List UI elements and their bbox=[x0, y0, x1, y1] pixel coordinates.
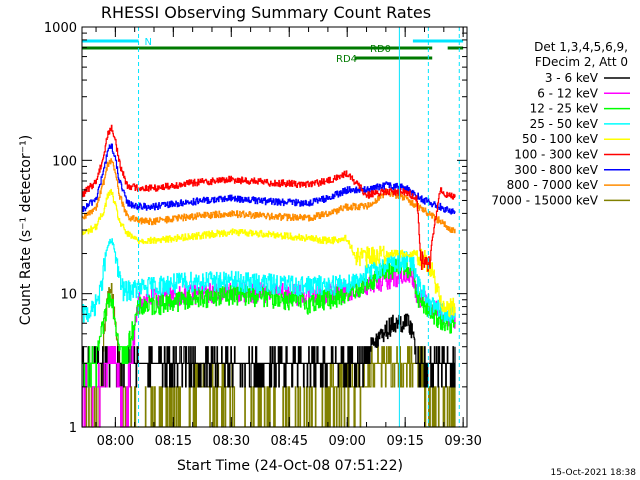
x-tick-label: 08:00 bbox=[97, 434, 134, 449]
legend-label: 3 - 6 keV bbox=[545, 71, 599, 85]
legend-label: 25 - 50 keV bbox=[530, 117, 599, 131]
y-tick-label: 1000 bbox=[44, 21, 77, 36]
series-line bbox=[81, 124, 456, 272]
series-line bbox=[81, 188, 456, 318]
series-line bbox=[81, 143, 456, 215]
plot-frame bbox=[81, 26, 468, 428]
x-tick-label: 09:15 bbox=[386, 434, 423, 449]
vlines-layer bbox=[138, 27, 460, 427]
series-line bbox=[81, 158, 456, 234]
x-tick-label: 08:15 bbox=[155, 434, 192, 449]
legend-header: Det 1,3,4,5,6,9, bbox=[534, 40, 628, 54]
x-tick-label: 08:45 bbox=[271, 434, 308, 449]
legend-header: FDecim 2, Att 0 bbox=[535, 55, 628, 69]
flags-layer: N RD0 RD4 bbox=[82, 37, 464, 65]
legend-label: 300 - 800 keV bbox=[514, 163, 598, 177]
y-axis-label: Count Rate (s⁻¹ detector⁻¹) bbox=[18, 135, 34, 325]
legend-label: 50 - 100 keV bbox=[522, 132, 599, 146]
legend-label: 12 - 25 keV bbox=[530, 102, 599, 116]
legend-label: 7000 - 15000 keV bbox=[491, 193, 598, 207]
legend-label: 100 - 300 keV bbox=[514, 148, 598, 162]
x-tick-label: 09:30 bbox=[444, 434, 481, 449]
series-line bbox=[81, 313, 456, 388]
legend-label: 800 - 7000 keV bbox=[507, 178, 599, 192]
flag-label: N bbox=[145, 37, 152, 48]
series-line bbox=[81, 238, 456, 324]
legend: Det 1,3,4,5,6,9,FDecim 2, Att 0 3 - 6 keV… bbox=[491, 40, 630, 207]
chart-title: RHESSI Observing Summary Count Rates bbox=[101, 3, 431, 22]
x-tick-label: 09:00 bbox=[328, 434, 365, 449]
x-tick-label: 08:30 bbox=[213, 434, 250, 449]
legend-label: 6 - 12 keV bbox=[537, 86, 599, 100]
flag-label: RD4 bbox=[336, 54, 357, 65]
series-layer bbox=[81, 124, 456, 428]
timestamp: 15-Oct-2021 18:38 bbox=[551, 468, 637, 478]
flag-label: RD0 bbox=[370, 44, 391, 55]
y-tick-label: 100 bbox=[52, 154, 77, 169]
x-axis-label: Start Time (24-Oct-08 07:51:22) bbox=[177, 458, 403, 474]
y-tick-label: 10 bbox=[60, 288, 77, 303]
y-tick-label: 1 bbox=[69, 421, 77, 436]
axes-layer: 1 10 100 1000 08:00 08:15 08:30 08:45 09:00 09:15… bbox=[44, 21, 482, 449]
